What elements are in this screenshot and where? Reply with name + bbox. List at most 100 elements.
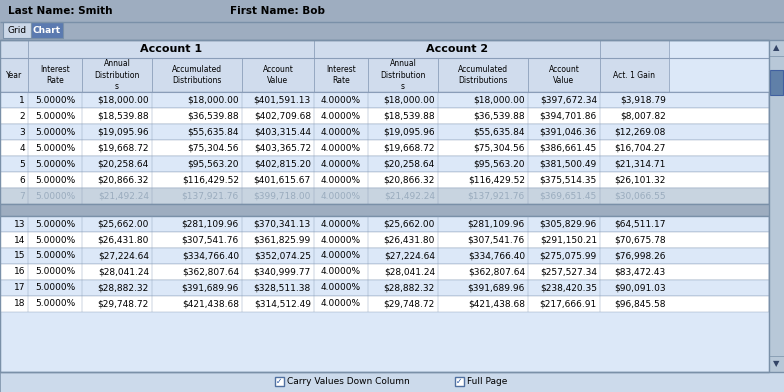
- Text: $257,527.34: $257,527.34: [540, 267, 597, 276]
- Text: Accumulated
Distributions: Accumulated Distributions: [458, 65, 508, 85]
- Text: ✓: ✓: [456, 377, 463, 386]
- Bar: [0, 108, 769, 124]
- Text: Full Page: Full Page: [467, 377, 507, 386]
- Text: $18,000.00: $18,000.00: [97, 96, 149, 105]
- Text: $21,314.71: $21,314.71: [615, 160, 666, 169]
- Text: 1: 1: [20, 96, 25, 105]
- Text: Grid: Grid: [7, 25, 27, 34]
- Bar: [528, 58, 600, 92]
- Text: $402,709.68: $402,709.68: [254, 111, 311, 120]
- Bar: [0, 296, 769, 312]
- Text: $401,615.67: $401,615.67: [254, 176, 311, 185]
- Text: $75,304.56: $75,304.56: [187, 143, 239, 152]
- Text: $391,689.96: $391,689.96: [467, 283, 525, 292]
- Text: $314,512.49: $314,512.49: [254, 299, 311, 309]
- Text: $36,539.88: $36,539.88: [187, 111, 239, 120]
- Text: $291,150.21: $291,150.21: [540, 236, 597, 245]
- Text: $19,668.72: $19,668.72: [97, 143, 149, 152]
- Bar: [769, 40, 784, 372]
- Text: 3: 3: [20, 127, 25, 136]
- Text: $238,420.35: $238,420.35: [540, 283, 597, 292]
- Text: $375,514.35: $375,514.35: [539, 176, 597, 185]
- Text: 4.0000%: 4.0000%: [321, 192, 361, 200]
- Bar: [600, 58, 669, 92]
- Text: 16: 16: [13, 267, 25, 276]
- Bar: [314, 58, 368, 92]
- Bar: [0, 172, 769, 188]
- Text: 4.0000%: 4.0000%: [321, 96, 361, 105]
- Text: $19,095.96: $19,095.96: [97, 127, 149, 136]
- Text: $26,101.32: $26,101.32: [615, 176, 666, 185]
- Bar: [0, 40, 28, 58]
- Text: 4.0000%: 4.0000%: [321, 176, 361, 185]
- Text: First Name: Bob: First Name: Bob: [230, 6, 325, 16]
- Text: $21,492.24: $21,492.24: [98, 192, 149, 200]
- Text: $421,438.68: $421,438.68: [468, 299, 525, 309]
- Bar: [769, 40, 784, 56]
- Bar: [0, 40, 769, 372]
- Text: $18,000.00: $18,000.00: [383, 96, 435, 105]
- Text: $18,000.00: $18,000.00: [187, 96, 239, 105]
- Text: $403,315.44: $403,315.44: [254, 127, 311, 136]
- Text: $116,429.52: $116,429.52: [182, 176, 239, 185]
- Bar: [0, 40, 769, 372]
- Text: $64,511.17: $64,511.17: [615, 220, 666, 229]
- Text: $307,541.76: $307,541.76: [468, 236, 525, 245]
- Text: $96,845.58: $96,845.58: [615, 299, 666, 309]
- Text: $369,651.45: $369,651.45: [539, 192, 597, 200]
- Text: 6: 6: [20, 176, 25, 185]
- Bar: [0, 140, 769, 156]
- Bar: [0, 232, 769, 248]
- Bar: [438, 58, 528, 92]
- Text: $75,304.56: $75,304.56: [474, 143, 525, 152]
- Text: $16,704.27: $16,704.27: [615, 143, 666, 152]
- Text: 4.0000%: 4.0000%: [321, 111, 361, 120]
- Text: Year: Year: [5, 71, 22, 80]
- Text: $26,431.80: $26,431.80: [383, 236, 435, 245]
- Text: Account 1: Account 1: [140, 44, 202, 54]
- Bar: [0, 58, 28, 92]
- Text: $391,689.96: $391,689.96: [182, 283, 239, 292]
- Text: ▼: ▼: [773, 359, 780, 368]
- Bar: [0, 22, 784, 40]
- Text: 5.0000%: 5.0000%: [34, 176, 75, 185]
- Text: $26,431.80: $26,431.80: [98, 236, 149, 245]
- Text: Interest
Rate: Interest Rate: [326, 65, 356, 85]
- Text: 5.0000%: 5.0000%: [34, 299, 75, 309]
- Text: Accumulated
Distributions: Accumulated Distributions: [172, 65, 222, 85]
- Text: $95,563.20: $95,563.20: [187, 160, 239, 169]
- Text: 5: 5: [20, 160, 25, 169]
- Text: Interest
Rate: Interest Rate: [40, 65, 70, 85]
- Bar: [0, 248, 769, 264]
- Text: $391,046.36: $391,046.36: [539, 127, 597, 136]
- Text: 5.0000%: 5.0000%: [34, 160, 75, 169]
- Text: 5.0000%: 5.0000%: [34, 96, 75, 105]
- Bar: [455, 377, 464, 386]
- Text: 5.0000%: 5.0000%: [34, 127, 75, 136]
- Text: $20,258.64: $20,258.64: [383, 160, 435, 169]
- Text: $137,921.76: $137,921.76: [182, 192, 239, 200]
- Text: $27,224.64: $27,224.64: [384, 252, 435, 261]
- Text: 4.0000%: 4.0000%: [321, 127, 361, 136]
- Text: $20,866.32: $20,866.32: [383, 176, 435, 185]
- Text: $83,472.43: $83,472.43: [615, 267, 666, 276]
- Text: $281,109.96: $281,109.96: [468, 220, 525, 229]
- Text: $334,766.40: $334,766.40: [468, 252, 525, 261]
- Text: 14: 14: [13, 236, 25, 245]
- Text: 4.0000%: 4.0000%: [321, 267, 361, 276]
- Text: $18,539.88: $18,539.88: [383, 111, 435, 120]
- Text: 4.0000%: 4.0000%: [321, 283, 361, 292]
- Text: $95,563.20: $95,563.20: [474, 160, 525, 169]
- Text: $386,661.45: $386,661.45: [539, 143, 597, 152]
- Text: Carry Values Down Column: Carry Values Down Column: [287, 377, 410, 386]
- Text: $362,807.64: $362,807.64: [182, 267, 239, 276]
- Bar: [0, 264, 769, 280]
- Text: $55,635.84: $55,635.84: [474, 127, 525, 136]
- Text: $55,635.84: $55,635.84: [187, 127, 239, 136]
- Text: $28,882.32: $28,882.32: [383, 283, 435, 292]
- Text: 4.0000%: 4.0000%: [321, 220, 361, 229]
- Bar: [275, 377, 284, 386]
- Bar: [0, 92, 769, 108]
- Text: 15: 15: [13, 252, 25, 261]
- Text: $76,998.26: $76,998.26: [615, 252, 666, 261]
